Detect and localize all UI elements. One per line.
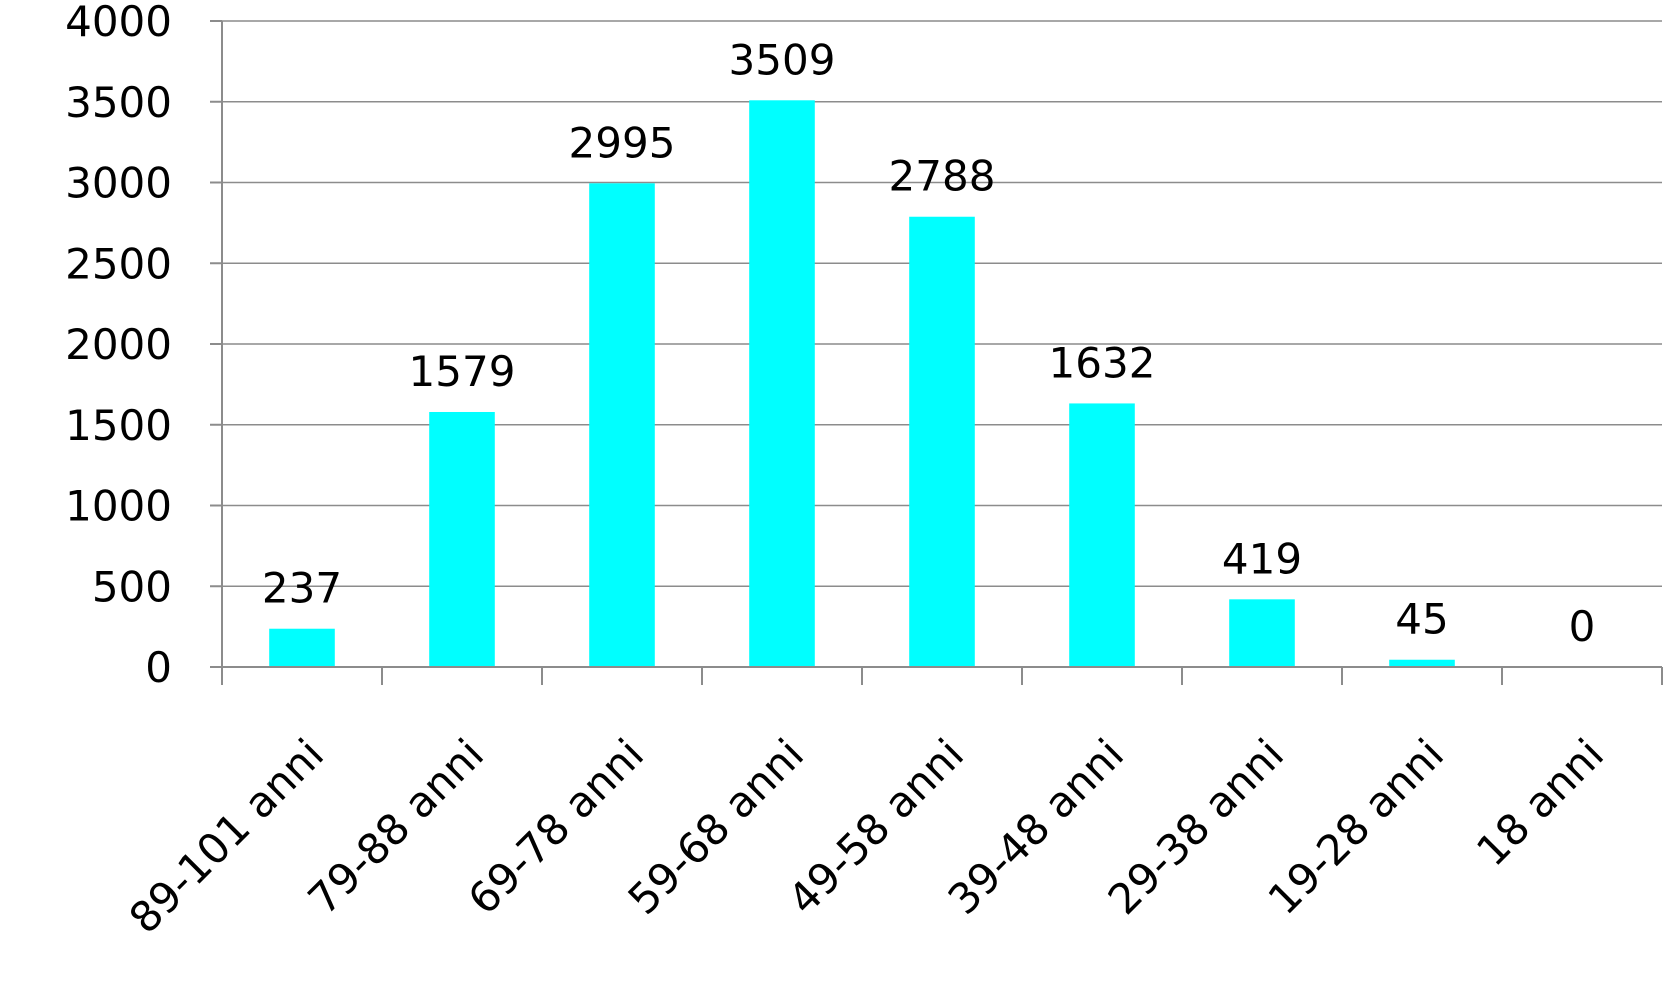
y-tick-label: 4000 [65, 0, 172, 46]
bar [1069, 403, 1135, 667]
data-label: 0 [1569, 602, 1596, 651]
bar [589, 183, 655, 667]
y-tick-label: 2500 [65, 239, 172, 288]
data-label: 2995 [569, 118, 676, 167]
y-tick-label: 0 [145, 643, 172, 692]
data-labels: 237 1579 2995 3509 2788 1632 419 45 0 [262, 35, 1595, 651]
bars [269, 100, 1455, 667]
bar [909, 216, 975, 667]
bar [429, 411, 495, 667]
y-tick-label: 2000 [65, 320, 172, 369]
x-tick-label: 89-101 anni [120, 729, 333, 942]
data-label: 45 [1395, 595, 1448, 644]
data-label: 419 [1222, 534, 1302, 583]
y-tick-label: 1500 [65, 401, 172, 450]
y-tick-label: 3000 [65, 159, 172, 208]
data-label: 3509 [729, 35, 836, 84]
y-axis-tick-labels: 0 500 1000 1500 2000 2500 3000 3500 4000 [65, 0, 172, 692]
bar [1229, 599, 1295, 667]
x-tick-label: 18 anni [1467, 729, 1613, 875]
bar [749, 100, 815, 667]
axes [210, 20, 1663, 685]
y-tick-label: 3500 [65, 78, 172, 127]
y-tick-label: 500 [92, 562, 172, 611]
bar [1389, 659, 1455, 667]
bar [269, 628, 335, 667]
x-tick-label: 19-28 anni [1259, 729, 1453, 923]
data-label: 1579 [409, 347, 516, 396]
data-label: 237 [262, 564, 342, 613]
data-label: 1632 [1049, 338, 1156, 387]
data-label: 2788 [889, 152, 996, 201]
y-tick-label: 1000 [65, 482, 172, 531]
